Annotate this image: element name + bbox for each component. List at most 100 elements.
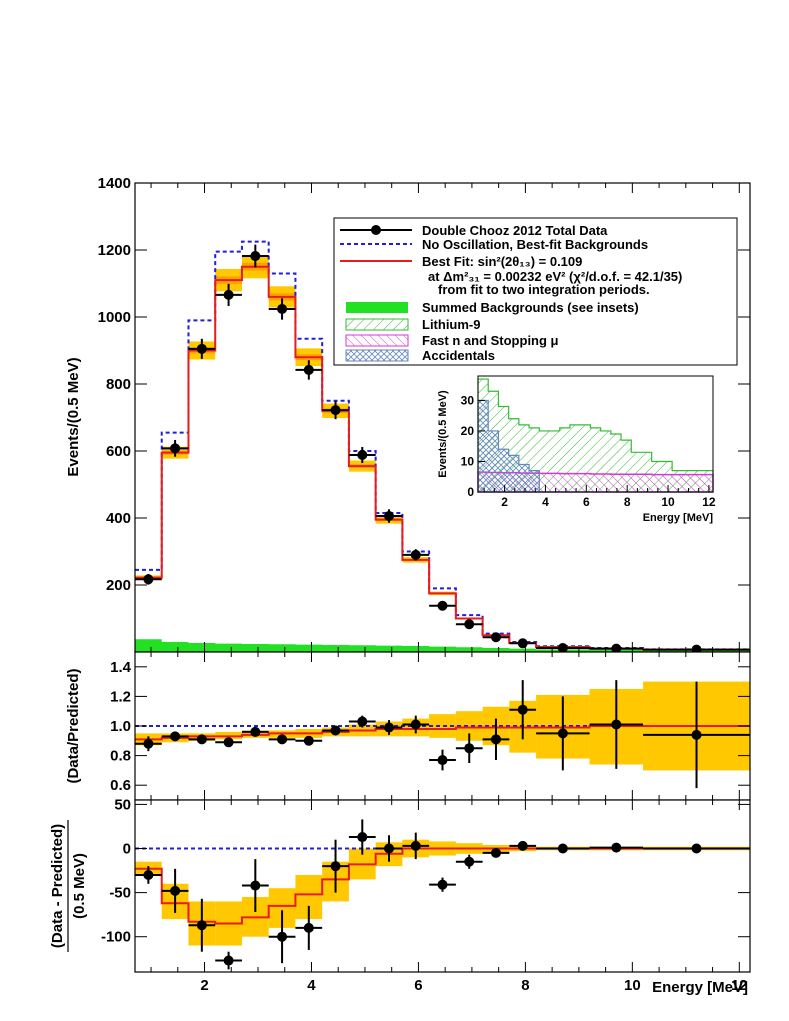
inset-xtick-label-12: 12 (702, 495, 716, 509)
inset-ytick-label-20: 20 (461, 424, 475, 438)
diff-point-11 (437, 879, 448, 890)
ratio-point-16 (611, 719, 622, 730)
diff-xtick-label-10: 10 (624, 977, 641, 994)
main-point-0 (143, 574, 154, 585)
legend-entry-backgrounds: Summed Backgrounds (see insets) (422, 300, 639, 315)
ratio-point-11 (437, 755, 448, 766)
main-backgrounds-area (135, 639, 750, 652)
main-ytick-label-1200: 1200 (98, 242, 131, 259)
ratio-point-0 (143, 738, 154, 749)
diff-point-2 (196, 920, 207, 931)
legend-data-dot (371, 225, 381, 235)
inset-xtick-label-8: 8 (624, 495, 631, 509)
main-ylabel: Events/(0.5 MeV) (65, 357, 82, 476)
main-point-3 (223, 289, 234, 300)
diff-marks (135, 819, 750, 970)
ratio-point-7 (330, 725, 341, 736)
ratio-point-4 (250, 726, 261, 737)
diff-point-6 (303, 922, 314, 933)
legend-entry-no-osc: No Oscillation, Best-fit Backgrounds (422, 237, 648, 252)
diff-point-17 (691, 843, 702, 854)
ratio-ytick-label-1: 1.0 (110, 718, 131, 735)
inset-xtick-label-4: 4 (542, 495, 549, 509)
main-point-7 (330, 405, 341, 416)
diff-ticks: 2 4 6 8 10 12 -100 -50 0 50 (101, 796, 750, 994)
main-point-1 (170, 443, 181, 454)
diff-point-5 (277, 931, 288, 942)
ratio-point-3 (223, 737, 234, 748)
diff-point-1 (170, 885, 181, 896)
ratio-point-15 (557, 728, 568, 739)
inset-lithium-area (477, 378, 714, 493)
inset-ytick-label-10: 10 (461, 454, 475, 468)
ratio-band-11 (429, 714, 456, 738)
ratio-point-1 (170, 731, 181, 742)
legend-entry-accidentals: Accidentals (422, 348, 495, 363)
diff-point-8 (357, 832, 368, 843)
legend-entry-best-fit: Best Fit: sin²(2θ₁₃) = 0.109 (422, 254, 582, 269)
ratio-point-8 (357, 716, 368, 727)
legend-lithium-swatch (345, 318, 409, 331)
diff-point-16 (611, 842, 622, 853)
main-point-12 (464, 619, 475, 630)
main-point-14 (517, 638, 528, 649)
ratio-ytick-label-0.6: 0.6 (110, 777, 131, 794)
diff-xtick-label-12: 12 (731, 977, 748, 994)
main-point-4 (250, 251, 261, 262)
inset-xtick-label-2: 2 (501, 495, 508, 509)
ratio-point-13 (490, 734, 501, 745)
difference-panel: 2 4 6 8 10 12 -100 -50 0 50 (Data - Predicted) (0… (49, 796, 751, 996)
legend: Double Chooz 2012 Total Data No Oscillat… (333, 217, 738, 366)
main-point-13 (490, 632, 501, 643)
main-ytick-label-1000: 1000 (98, 309, 131, 326)
diff-ylabel-denominator: (0.5 MeV) (71, 853, 88, 919)
diff-ytick-label-50: 50 (114, 796, 131, 813)
ratio-marks (135, 680, 750, 789)
legend-entry-fastn: Fast n and Stopping μ (422, 333, 559, 348)
diff-xtick-label-4: 4 (307, 977, 316, 994)
legend-fastn-swatch (345, 334, 409, 347)
diff-ytick-label-0: 0 (123, 841, 131, 858)
legend-accidentals-swatch (345, 349, 409, 362)
legend-entry-fit-periods: from fit to two integration periods. (438, 282, 650, 297)
diff-frame (134, 799, 751, 973)
inset-panel: 2 4 6 8 10 12 0 10 20 30 Events/(0.5 MeV) Energy … (437, 375, 716, 524)
main-point-11 (437, 600, 448, 611)
ratio-point-6 (303, 735, 314, 746)
main-ytick-label-400: 400 (106, 510, 131, 527)
diff-point-3 (223, 955, 234, 966)
diff-best-fit-line (135, 847, 750, 925)
ratio-point-9 (384, 722, 395, 733)
diff-xlabel: Energy [MeV] (652, 979, 748, 996)
inset-ytick-label-0: 0 (467, 485, 474, 499)
main-point-9 (384, 510, 395, 521)
ratio-point-5 (277, 734, 288, 745)
diff-xtick-label-6: 6 (414, 977, 422, 994)
diff-point-4 (250, 880, 261, 891)
diff-ytick-label--100: -100 (101, 929, 131, 946)
inset-ytick-label-30: 30 (461, 393, 475, 407)
ratio-ytick-label-0.8: 0.8 (110, 748, 131, 765)
inset-xtick-label-6: 6 (583, 495, 590, 509)
inset-xtick-label-10: 10 (661, 495, 675, 509)
inset-ylabel: Events/(0.5 MeV) (437, 390, 449, 478)
diff-point-9 (384, 843, 395, 854)
diff-point-12 (464, 856, 475, 867)
diff-ytick-label--50: -50 (109, 885, 131, 902)
main-point-10 (410, 549, 421, 560)
ratio-ylabel: (Data/Predicted) (65, 668, 82, 783)
diff-point-0 (143, 869, 154, 880)
ratio-ytick-label-1.2: 1.2 (110, 688, 131, 705)
diff-point-7 (330, 861, 341, 872)
main-marks (135, 240, 750, 655)
main-point-8 (357, 450, 368, 461)
main-point-15 (557, 642, 568, 653)
ratio-point-2 (196, 734, 207, 745)
diff-point-15 (557, 843, 568, 854)
main-point-2 (196, 343, 207, 354)
diff-xtick-label-2: 2 (200, 977, 208, 994)
diff-point-13 (490, 847, 501, 858)
legend-entry-data: Double Chooz 2012 Total Data (422, 223, 608, 238)
main-ytick-label-600: 600 (106, 443, 131, 460)
